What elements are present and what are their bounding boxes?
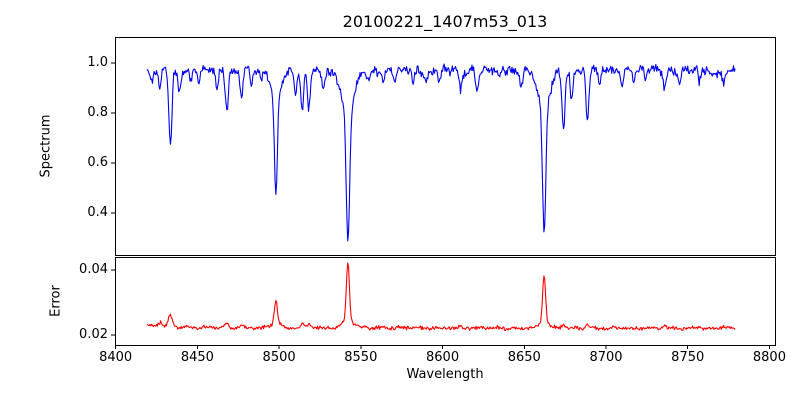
x-tick-label: 8750 — [671, 350, 705, 365]
x-tick-label: 8650 — [507, 350, 541, 365]
spectrum-axes-frame — [115, 37, 776, 256]
x-axis-label: Wavelength — [406, 367, 484, 382]
y-tick-label: 0.6 — [87, 155, 108, 170]
spectrum-line — [146, 63, 736, 242]
y-tick-label: 1.0 — [87, 55, 108, 70]
x-tick-label: 8700 — [589, 350, 623, 365]
spectrum-y-axis-label: Spectrum — [38, 114, 54, 178]
error-axes-frame — [115, 257, 776, 346]
error-y-axis-label: Error — [48, 285, 64, 317]
y-tick-label: 0.02 — [79, 326, 108, 342]
error-line — [146, 262, 736, 332]
y-tick-label: 0.4 — [87, 205, 108, 220]
chart-title: 20100221_1407m53_013 — [342, 12, 548, 31]
x-tick-label: 8600 — [426, 350, 460, 365]
x-tick-label: 8800 — [752, 350, 786, 365]
y-tick-label: 0.8 — [87, 105, 108, 120]
x-tick-label: 8400 — [99, 350, 133, 365]
x-tick-label: 8500 — [262, 350, 296, 365]
y-tick-label: 0.04 — [79, 261, 108, 277]
x-tick-label: 8550 — [344, 350, 378, 365]
x-tick-label: 8450 — [180, 350, 214, 365]
